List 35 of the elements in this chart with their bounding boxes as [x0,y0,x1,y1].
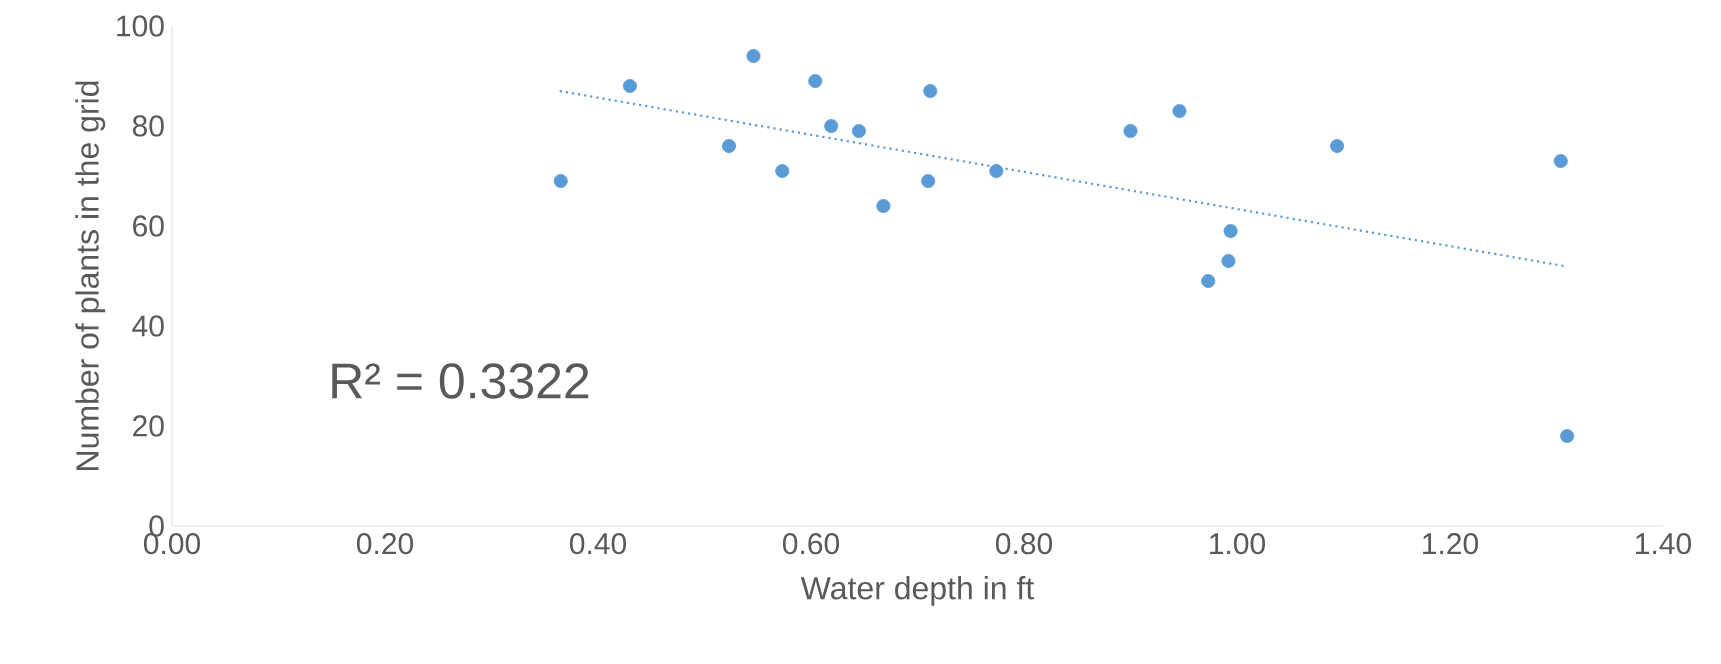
x-tick-label: 1.20 [1423,533,1478,555]
y-tick-label: 20 [133,415,164,437]
point [722,138,736,153]
point [851,123,866,138]
x-axis-title: Water depth in ft [800,576,1035,606]
point [921,173,936,188]
x-tick-label: 1.40 [1636,533,1691,555]
point [824,118,839,133]
y-axis-title: Number of plants in the grid [75,81,106,470]
point [876,198,891,213]
point [808,73,823,88]
point [553,173,568,188]
point [1172,103,1187,118]
point [1123,123,1138,138]
x-tick-label: 0.80 [995,533,1052,555]
point [1330,138,1345,153]
point [1553,153,1568,168]
point [989,163,1004,178]
point [775,163,790,178]
point [746,48,761,63]
y-tick-label: 40 [132,315,164,337]
x-tick-label: 0.60 [782,533,839,555]
point [923,83,938,98]
point [622,78,637,93]
y-tick-label: 80 [132,115,164,137]
annotation: R² = 0.3322 [332,363,589,399]
point [1560,428,1575,443]
x-tick-label: 0.40 [569,533,627,555]
x-tick-label: 1.00 [1210,533,1265,555]
x-tick-label: 0.20 [356,533,414,555]
point [1223,223,1238,238]
y-tick-label: 100 [117,15,164,37]
point [1201,273,1216,288]
y-tick-label: 60 [133,215,164,237]
point [1221,253,1236,268]
